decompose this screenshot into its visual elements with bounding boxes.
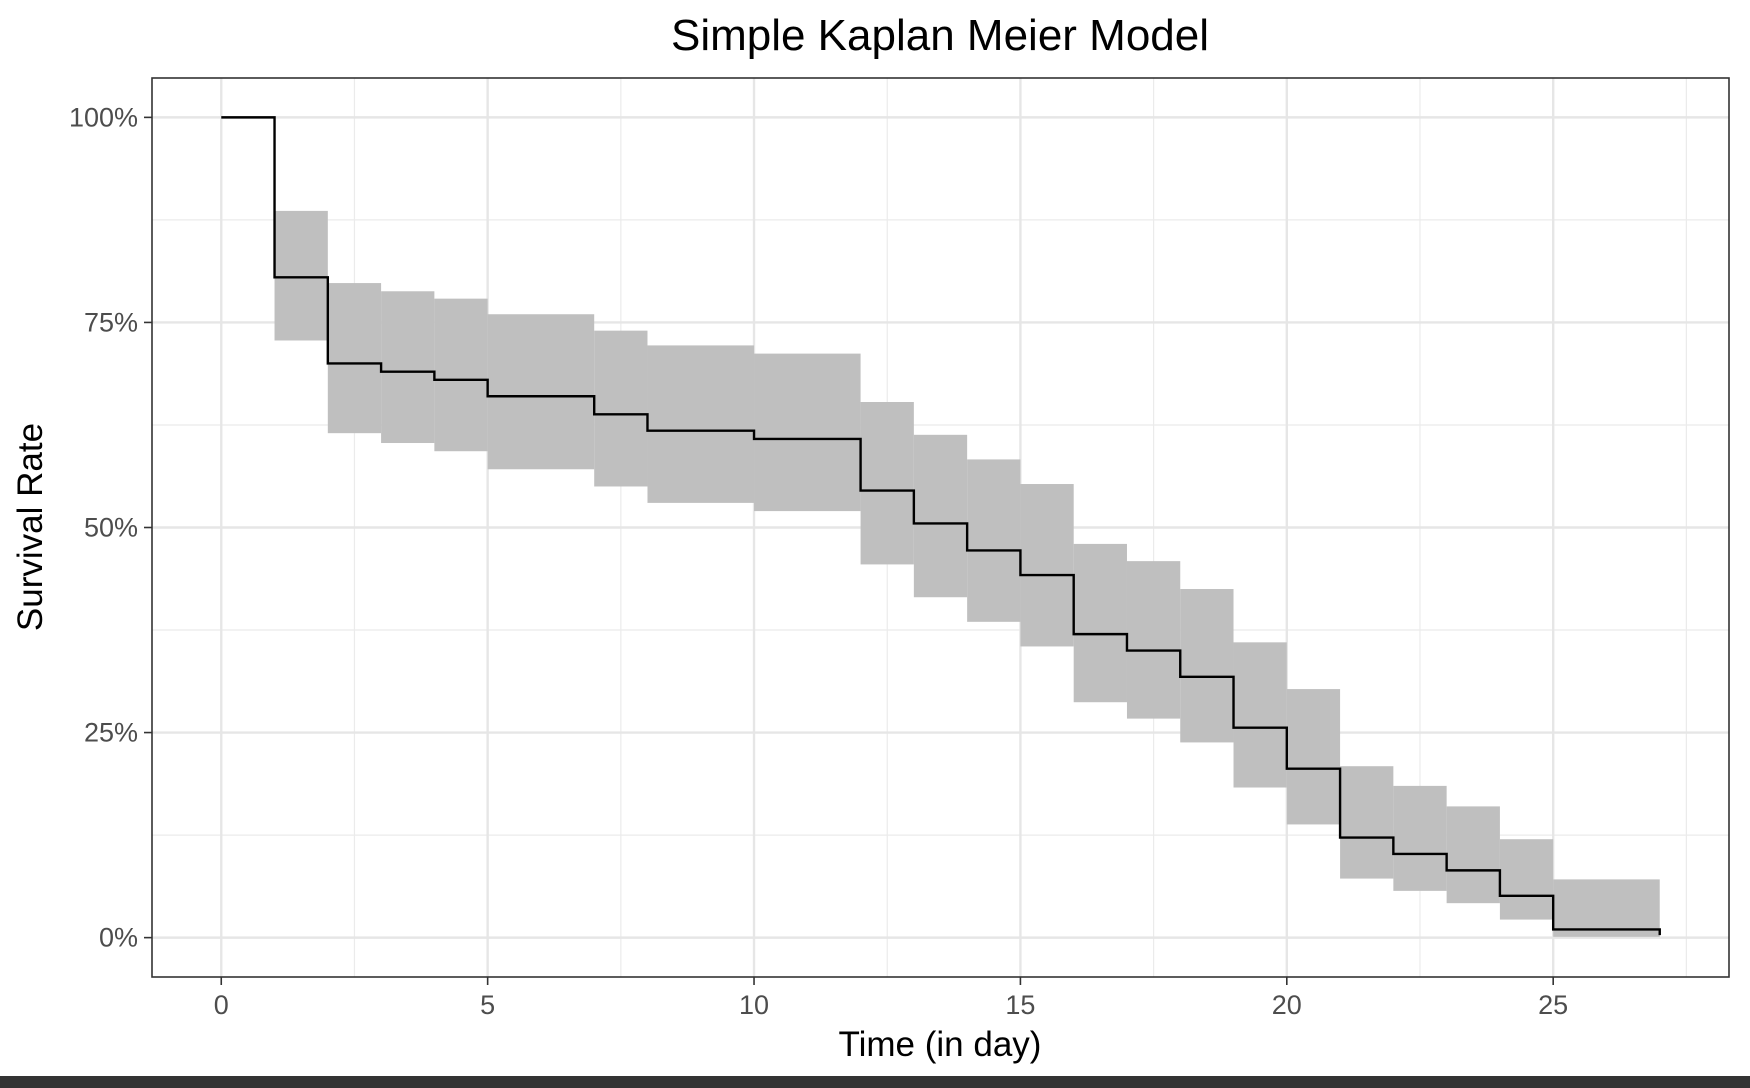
confidence-band-segment (487, 314, 595, 470)
confidence-band-segment (1020, 484, 1074, 647)
confidence-band-segment (754, 353, 861, 512)
confidence-band-segment (1446, 806, 1500, 904)
confidence-band-segment (1233, 642, 1287, 788)
x-axis: 0 5 10 15 20 25 (214, 977, 1568, 1020)
y-tick-label: 100% (69, 102, 138, 132)
x-tick-label: 20 (1272, 990, 1302, 1020)
y-tick-label: 0% (99, 923, 138, 953)
confidence-band-segment (1553, 879, 1660, 937)
chart-title: Simple Kaplan Meier Model (671, 11, 1209, 60)
confidence-band-segment (274, 210, 328, 341)
x-tick-label: 5 (480, 990, 495, 1020)
y-tick-label: 50% (84, 513, 138, 543)
confidence-band-segment (1499, 839, 1554, 920)
confidence-band-segment (1286, 689, 1341, 825)
confidence-band-segment (913, 434, 968, 598)
y-tick-label: 25% (84, 718, 138, 748)
confidence-band-segment (327, 283, 382, 434)
x-tick-label: 15 (1005, 990, 1035, 1020)
x-tick-label: 0 (214, 990, 229, 1020)
confidence-band-segment (1180, 589, 1234, 743)
confidence-band-segment (434, 298, 488, 452)
y-tick-label: 75% (84, 307, 138, 337)
y-axis-title: Survival Rate (11, 423, 50, 631)
window-bottom-edge (0, 1076, 1750, 1088)
confidence-band-segment (967, 459, 1021, 622)
confidence-band-segment (381, 291, 435, 444)
confidence-band-segment (594, 330, 648, 487)
x-tick-label: 25 (1538, 990, 1568, 1020)
confidence-band (274, 210, 1660, 937)
x-tick-label: 10 (739, 990, 769, 1020)
confidence-band-segment (1393, 785, 1447, 891)
y-axis: 0% 25% 50% 75% 100% (69, 102, 152, 953)
survival-curve (221, 116, 1661, 936)
confidence-band-segment (1340, 766, 1394, 879)
x-axis-title: Time (in day) (839, 1025, 1042, 1064)
confidence-band-segment (647, 345, 755, 503)
survival-curve-layer (221, 116, 1661, 936)
confidence-band-segment (1126, 561, 1181, 719)
confidence-band-segment (860, 402, 914, 565)
confidence-band-segment (1073, 543, 1127, 703)
